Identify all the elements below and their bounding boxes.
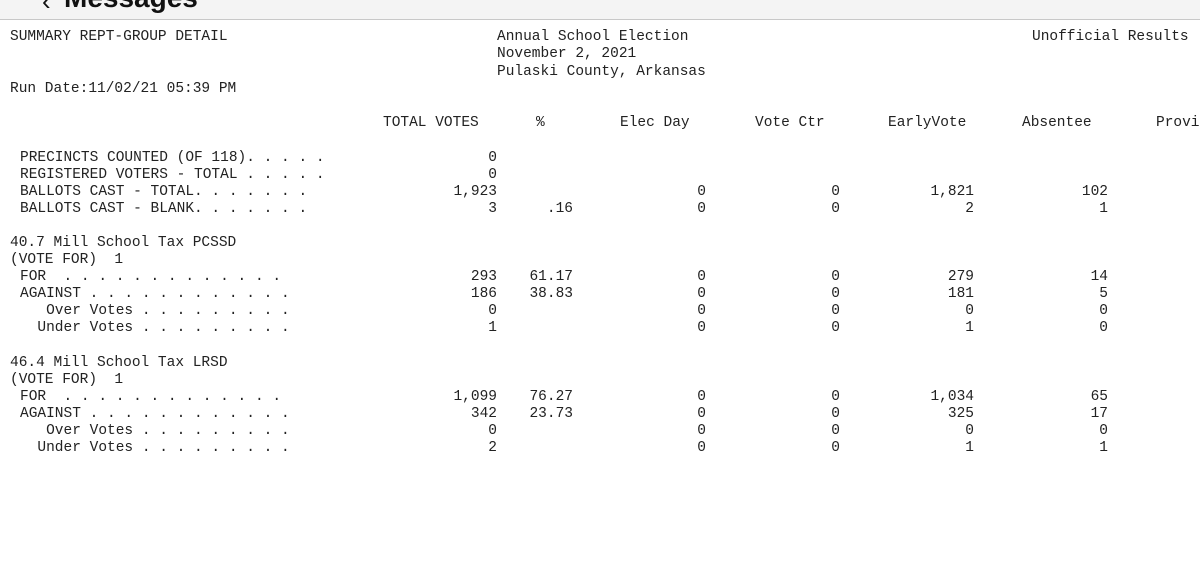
- cell-total: 0: [488, 167, 497, 183]
- row-label: Under Votes . . . . . . . . .: [20, 440, 290, 456]
- cell-abs: 65: [1090, 389, 1108, 405]
- cell-pct: 23.73: [529, 406, 573, 422]
- run-date: Run Date:11/02/21 05:39 PM: [10, 81, 237, 97]
- cell-early: 279: [947, 269, 974, 285]
- cell-abs: 5: [1099, 286, 1108, 302]
- cell-total: 3: [488, 201, 497, 217]
- vote-for: (VOTE FOR) 1: [10, 252, 124, 268]
- cell-ctr: 0: [831, 201, 840, 217]
- cell-elec: 0: [697, 269, 706, 285]
- cell-ctr: 0: [831, 320, 840, 336]
- cell-abs: 0: [1099, 303, 1108, 319]
- row-label: BALLOTS CAST - TOTAL. . . . . . .: [20, 184, 308, 200]
- cell-early: 1,821: [930, 184, 974, 200]
- row-label: BALLOTS CAST - BLANK. . . . . . .: [20, 201, 308, 217]
- cell-ctr: 0: [831, 389, 840, 405]
- row-label: FOR . . . . . . . . . . . . .: [20, 389, 282, 405]
- cell-elec: 0: [697, 423, 706, 439]
- cell-elec: 0: [697, 286, 706, 302]
- cell-abs: 17: [1090, 406, 1108, 422]
- cell-total: 0: [488, 423, 497, 439]
- cell-elec: 0: [697, 320, 706, 336]
- cell-early: 325: [947, 406, 974, 422]
- cell-ctr: 0: [831, 286, 840, 302]
- cell-total: 186: [470, 286, 497, 302]
- cell-ctr: 0: [831, 303, 840, 319]
- col-total-votes: TOTAL VOTES: [383, 115, 479, 131]
- cell-total: 1: [488, 320, 497, 336]
- vote-for: (VOTE FOR) 1: [10, 372, 124, 388]
- cell-abs: 102: [1081, 184, 1108, 200]
- cell-elec: 0: [697, 303, 706, 319]
- cell-early: 1,034: [930, 389, 974, 405]
- cell-abs: 0: [1099, 423, 1108, 439]
- cell-total: 2: [488, 440, 497, 456]
- cell-abs: 0: [1099, 320, 1108, 336]
- cell-early: 1: [965, 440, 974, 456]
- cell-ctr: 0: [831, 406, 840, 422]
- window-titlebar: ‹ Messages: [0, 0, 1200, 20]
- election-name: Annual School Election: [497, 29, 689, 45]
- cell-early: 181: [947, 286, 974, 302]
- cell-pct: 38.83: [529, 286, 573, 302]
- cell-abs: 14: [1090, 269, 1108, 285]
- cell-elec: 0: [697, 440, 706, 456]
- cell-elec: 0: [697, 201, 706, 217]
- cell-elec: 0: [697, 406, 706, 422]
- cell-abs: 1: [1099, 440, 1108, 456]
- row-label: PRECINCTS COUNTED (OF 118). . . . .: [20, 150, 325, 166]
- col-early-vote: EarlyVote: [888, 115, 967, 131]
- col-absentee: Absentee: [1022, 115, 1092, 131]
- race-title: 40.7 Mill School Tax PCSSD: [10, 235, 237, 251]
- report-type: SUMMARY REPT-GROUP DETAIL: [10, 29, 228, 45]
- cell-early: 2: [965, 201, 974, 217]
- cell-elec: 0: [697, 389, 706, 405]
- cell-ctr: 0: [831, 440, 840, 456]
- cell-early: 0: [965, 423, 974, 439]
- row-label: FOR . . . . . . . . . . . . .: [20, 269, 282, 285]
- col-percent: %: [536, 115, 545, 131]
- cell-total: 0: [488, 303, 497, 319]
- cell-pct: 76.27: [529, 389, 573, 405]
- results-status: Unofficial Results: [1032, 29, 1189, 45]
- row-label: AGAINST . . . . . . . . . . . .: [20, 406, 290, 422]
- row-label: AGAINST . . . . . . . . . . . .: [20, 286, 290, 302]
- col-provisional: Provi: [1156, 115, 1200, 131]
- cell-total: 0: [488, 150, 497, 166]
- race-title: 46.4 Mill School Tax LRSD: [10, 355, 228, 371]
- cell-total: 1,923: [453, 184, 497, 200]
- col-elec-day: Elec Day: [620, 115, 690, 131]
- window-title: Messages: [64, 0, 198, 14]
- cell-total: 1,099: [453, 389, 497, 405]
- cell-pct: .16: [546, 201, 573, 217]
- cell-total: 342: [470, 406, 497, 422]
- row-label: Under Votes . . . . . . . . .: [20, 320, 290, 336]
- cell-abs: 1: [1099, 201, 1108, 217]
- cell-early: 1: [965, 320, 974, 336]
- cell-ctr: 0: [831, 184, 840, 200]
- row-label: Over Votes . . . . . . . . .: [20, 303, 290, 319]
- cell-elec: 0: [697, 184, 706, 200]
- row-label: Over Votes . . . . . . . . .: [20, 423, 290, 439]
- cell-pct: 61.17: [529, 269, 573, 285]
- cell-total: 293: [470, 269, 497, 285]
- col-vote-ctr: Vote Ctr: [755, 115, 825, 131]
- cell-ctr: 0: [831, 269, 840, 285]
- row-label: REGISTERED VOTERS - TOTAL . . . . .: [20, 167, 325, 183]
- cell-ctr: 0: [831, 423, 840, 439]
- election-date: November 2, 2021: [497, 46, 637, 62]
- election-county: Pulaski County, Arkansas: [497, 64, 706, 80]
- back-chevron-icon[interactable]: ‹: [42, 0, 51, 16]
- cell-early: 0: [965, 303, 974, 319]
